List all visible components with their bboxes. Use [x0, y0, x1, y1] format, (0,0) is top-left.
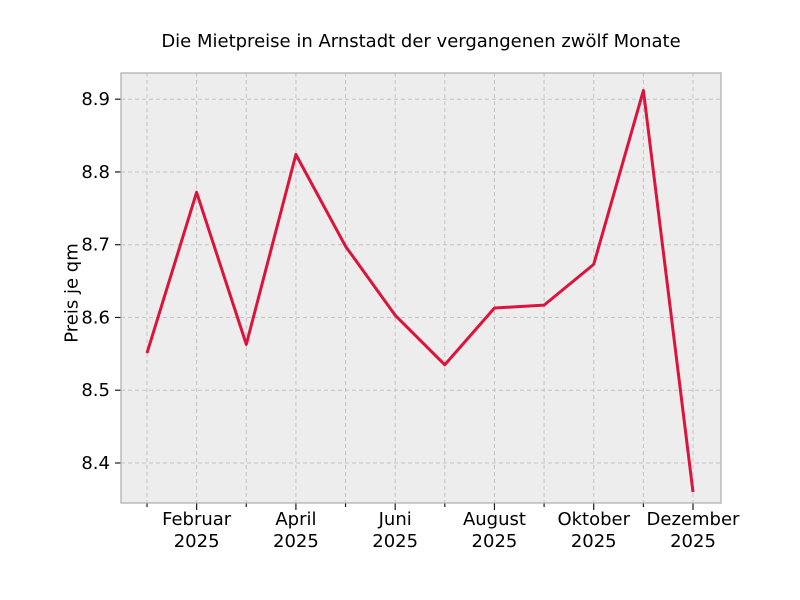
- x-tick-labels: Februar2025April2025Juni2025August2025Ok…: [162, 509, 740, 552]
- svg-text:8.6: 8.6: [81, 307, 110, 328]
- plot-background: [121, 73, 721, 503]
- svg-text:Oktober: Oktober: [557, 509, 630, 530]
- svg-text:2025: 2025: [273, 531, 319, 552]
- svg-text:2025: 2025: [372, 531, 418, 552]
- svg-text:Juni: Juni: [378, 509, 412, 530]
- y-tick-labels: 8.4 8.5 8.6 8.7 8.8 8.9: [81, 89, 110, 474]
- svg-text:April: April: [275, 509, 316, 530]
- svg-text:2025: 2025: [472, 531, 518, 552]
- svg-text:8.9: 8.9: [81, 89, 110, 110]
- svg-text:2025: 2025: [670, 531, 716, 552]
- svg-text:8.4: 8.4: [81, 453, 110, 474]
- svg-text:2025: 2025: [571, 531, 617, 552]
- svg-text:Februar: Februar: [162, 509, 232, 530]
- y-axis-ticks: [115, 98, 121, 464]
- axes-spine: [120, 72, 722, 504]
- svg-text:August: August: [463, 509, 526, 530]
- vertical-gridlines: [146, 73, 694, 503]
- svg-text:2025: 2025: [174, 531, 220, 552]
- svg-text:8.5: 8.5: [81, 380, 110, 401]
- svg-text:Dezember: Dezember: [647, 509, 740, 530]
- svg-text:8.7: 8.7: [81, 235, 110, 256]
- svg-text:8.8: 8.8: [81, 162, 110, 183]
- x-axis-ticks: [146, 503, 694, 510]
- price-line-series: [145, 89, 695, 493]
- chart-title: Die Mietpreise in Arnstadt der vergangen…: [161, 31, 681, 52]
